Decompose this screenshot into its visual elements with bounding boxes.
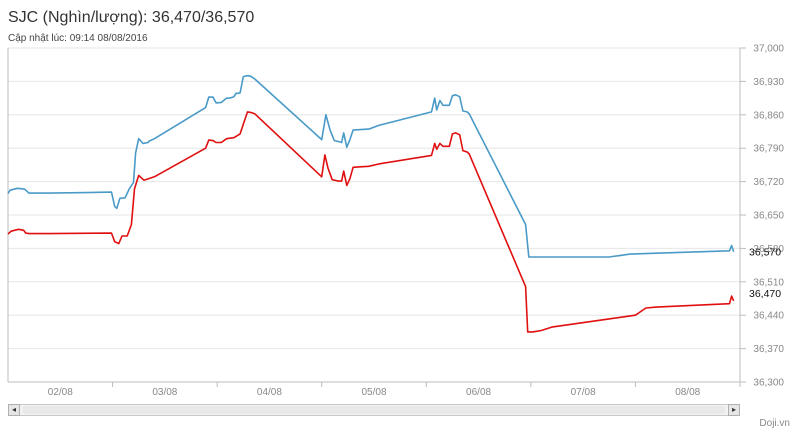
- series-lines: [7, 74, 735, 333]
- x-tick-label: 06/08: [466, 387, 491, 398]
- y-axis: 36,300 36,370 36,440 36,510 36,580 36,650 36,7…: [739, 44, 784, 389]
- last-value-labels: 36,570 36,470: [749, 247, 781, 300]
- x-tick-label: 04/08: [257, 387, 282, 398]
- chart-title: SJC (Nghìn/lượng): 36,470/36,570: [8, 9, 255, 26]
- x-tick-label: 02/08: [48, 387, 73, 398]
- x-tick-label: 07/08: [571, 387, 596, 398]
- y-tick-label: 36,720: [753, 177, 784, 188]
- grid-lines: [7, 47, 740, 383]
- y-tick-label: 36,580: [753, 244, 784, 255]
- arrow-left-icon[interactable]: ◂: [8, 404, 20, 416]
- y-tick-label: 36,440: [753, 311, 784, 322]
- y-tick-label: 36,930: [753, 77, 784, 88]
- x-tick-label: 05/08: [361, 387, 386, 398]
- x-axis: 02/08 03/08 04/08 05/08 06/08 07/08 08/08: [8, 381, 741, 398]
- sell-last-value: 36,570: [749, 247, 781, 259]
- chart-scrollbar[interactable]: ◂ ▸: [8, 404, 740, 416]
- y-tick-label: 36,790: [753, 144, 784, 155]
- x-tick-label: 08/08: [675, 387, 700, 398]
- y-tick-label: 36,370: [753, 344, 784, 355]
- y-tick-label: 36,300: [753, 378, 784, 389]
- buy-price-line: [7, 111, 735, 333]
- y-tick-label: 36,860: [753, 110, 784, 121]
- arrow-right-icon[interactable]: ▸: [728, 404, 740, 416]
- sell-price-line: [7, 74, 735, 258]
- y-tick-label: 37,000: [753, 44, 784, 55]
- update-time: Cập nhật lúc: 09:14 08/08/2016: [8, 33, 148, 44]
- y-tick-label: 36,510: [753, 277, 784, 288]
- scrollbar-thumb[interactable]: [23, 406, 725, 414]
- source-label[interactable]: Doji.vn: [759, 418, 790, 429]
- y-tick-label: 36,650: [753, 211, 784, 222]
- buy-last-value: 36,470: [749, 288, 781, 300]
- x-tick-label: 03/08: [152, 387, 177, 398]
